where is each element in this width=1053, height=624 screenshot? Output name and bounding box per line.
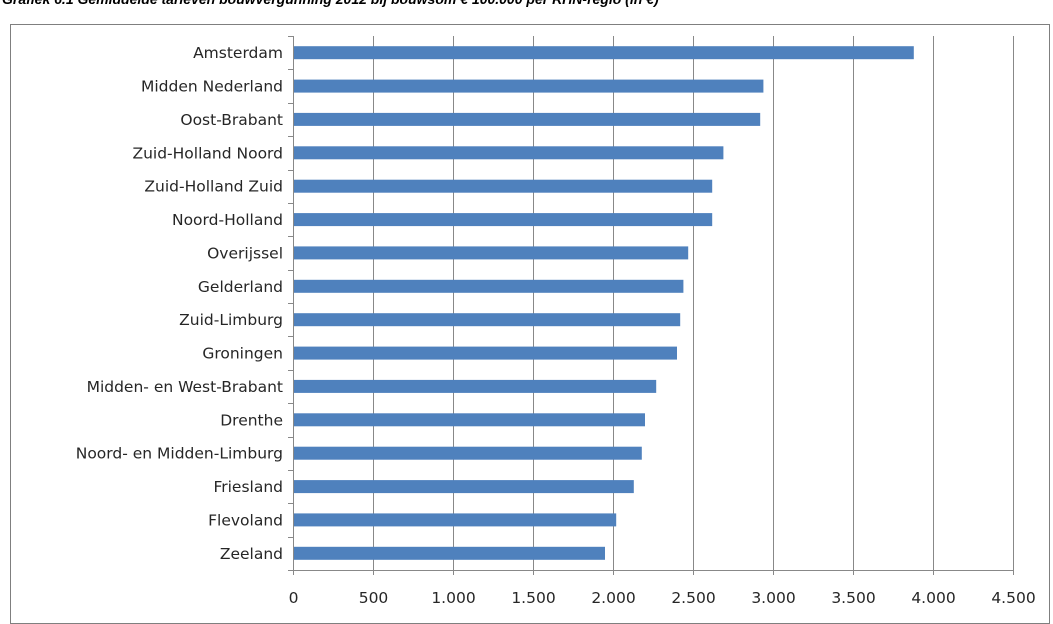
category-label: Overijssel [207,244,283,262]
category-label: Amsterdam [193,44,283,62]
x-tick-label: 500 [359,589,389,607]
bar [293,413,645,427]
bar [293,146,724,160]
category-label: Gelderland [198,278,283,296]
category-label: Drenthe [220,411,283,429]
bar [293,480,634,494]
x-tick-label: 3.500 [831,589,875,607]
bar [293,379,657,393]
category-label: Noord- en Midden-Limburg [76,445,283,463]
category-label: Zeeland [220,545,283,563]
x-tick-label: 1.500 [511,589,555,607]
x-tick-label: 2.500 [671,589,715,607]
category-label: Zuid-Limburg [179,311,283,329]
bar [293,279,684,293]
category-label: Noord-Holland [172,211,283,229]
bar [293,79,764,93]
category-label: Midden Nederland [141,78,283,96]
bar [293,112,761,126]
category-label: Oost-Brabant [180,111,283,129]
x-tick-label: 3.000 [751,589,795,607]
x-tick-label: 4.500 [991,589,1035,607]
bar [293,446,642,460]
x-tick-label: 0 [289,589,299,607]
category-label: Zuid-Holland Noord [132,144,283,162]
category-label: Midden- en West-Brabant [87,378,283,396]
bar [293,313,681,327]
bar [293,546,605,560]
bar [293,46,914,60]
bar [293,513,617,527]
bar [293,346,677,360]
bar [293,246,689,260]
category-label: Flevoland [208,511,283,529]
x-tick-label: 2.000 [591,589,635,607]
figure-caption: Grafiek 6.1 Gemiddelde tarieven bouwverg… [2,0,659,8]
bar [293,213,713,227]
category-label: Friesland [213,478,283,496]
bar [293,179,713,193]
x-tick-label: 4.000 [911,589,955,607]
category-label: Zuid-Holland Zuid [144,178,283,196]
x-tick-label: 1.000 [431,589,475,607]
category-label: Groningen [202,345,283,363]
